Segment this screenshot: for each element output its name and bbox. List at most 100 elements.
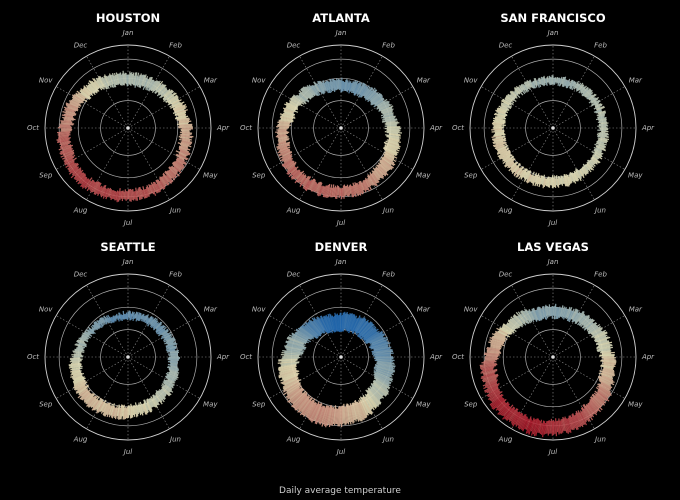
day-bar — [107, 75, 114, 88]
day-bar — [349, 403, 355, 423]
day-bar — [530, 311, 536, 320]
day-bar — [345, 406, 348, 424]
day-bar — [291, 392, 303, 404]
month-label: Apr — [216, 124, 230, 132]
day-bar — [182, 138, 191, 142]
day-bar — [489, 337, 505, 343]
day-bar — [318, 80, 326, 94]
day-bar — [589, 159, 595, 165]
day-bar — [307, 402, 318, 419]
day-bar — [294, 332, 309, 341]
day-bar — [299, 329, 312, 339]
day-bar — [165, 372, 177, 379]
day-bar — [146, 79, 153, 91]
day-bar — [597, 383, 611, 393]
day-bar — [497, 149, 511, 158]
day-bar — [529, 171, 535, 182]
day-bar — [283, 156, 292, 163]
day-bar — [369, 385, 383, 399]
day-bar — [502, 323, 515, 332]
day-bar — [486, 348, 500, 351]
day-bar — [143, 75, 149, 87]
day-bar — [121, 314, 124, 320]
day-bar — [131, 312, 134, 320]
day-bar — [163, 382, 173, 390]
grid-spoke — [86, 356, 129, 430]
day-bar — [89, 181, 96, 191]
day-bar — [370, 92, 381, 103]
day-bar — [96, 186, 102, 195]
day-bar — [523, 170, 529, 179]
day-bar — [281, 362, 300, 366]
day-bar — [512, 317, 524, 328]
day-bar — [497, 107, 507, 112]
day-bar — [152, 183, 158, 194]
day-bar — [308, 404, 318, 420]
day-bar — [357, 83, 365, 95]
day-bar — [588, 324, 597, 331]
day-bar — [497, 330, 511, 338]
day-bar — [578, 313, 586, 323]
day-bar — [107, 314, 113, 324]
day-bar — [308, 85, 316, 95]
day-bar — [577, 412, 585, 426]
day-bar — [68, 365, 82, 369]
city-chart-atlanta: ATLANTAJanFebMarAprMayJunJulAugSepOctNov… — [240, 11, 443, 227]
day-bar — [106, 76, 112, 86]
day-bar — [387, 130, 400, 133]
day-bar — [530, 419, 537, 436]
day-bar — [569, 415, 575, 430]
day-bar — [296, 94, 306, 102]
day-bar — [139, 74, 145, 89]
day-bar — [167, 371, 178, 378]
day-bar — [286, 387, 303, 401]
day-bar — [278, 365, 297, 371]
day-bar — [494, 119, 506, 122]
day-bar — [556, 307, 560, 320]
day-bar — [175, 160, 185, 167]
day-bar — [146, 318, 150, 324]
day-bar — [111, 73, 117, 85]
month-label: Jan — [546, 29, 559, 37]
day-bar — [561, 308, 566, 319]
day-bar — [315, 405, 324, 425]
day-bar — [527, 420, 533, 434]
day-bar — [155, 321, 163, 329]
day-bar — [103, 77, 110, 90]
day-bar — [388, 138, 401, 144]
day-bar — [78, 337, 89, 343]
day-bar — [370, 93, 383, 104]
day-bar — [60, 120, 73, 123]
day-bar — [299, 177, 307, 187]
day-bar — [92, 399, 99, 408]
day-bar — [97, 185, 103, 197]
day-bar — [578, 315, 588, 326]
day-bar — [513, 314, 523, 324]
day-bar — [333, 79, 337, 90]
day-bar — [83, 393, 92, 402]
day-bar — [587, 159, 596, 167]
day-bar — [488, 341, 505, 347]
day-bar — [103, 74, 110, 86]
day-bar — [344, 79, 347, 91]
day-bar — [64, 116, 74, 119]
day-bar — [299, 174, 307, 183]
month-label: Jun — [593, 435, 606, 443]
day-bar — [510, 93, 517, 99]
day-bar — [332, 78, 336, 91]
day-bar — [323, 405, 330, 425]
day-bar — [117, 406, 121, 419]
day-bar — [532, 307, 539, 321]
day-bar — [570, 308, 577, 320]
day-bar — [147, 79, 155, 91]
day-bar — [364, 179, 370, 188]
day-bar — [170, 101, 185, 109]
day-bar — [169, 362, 178, 365]
day-bar — [487, 383, 498, 389]
day-bar — [294, 333, 311, 343]
day-bar — [344, 406, 347, 425]
month-label: Sep — [252, 401, 266, 409]
day-bar — [597, 389, 609, 398]
day-bar — [589, 396, 603, 411]
day-bar — [284, 161, 295, 170]
